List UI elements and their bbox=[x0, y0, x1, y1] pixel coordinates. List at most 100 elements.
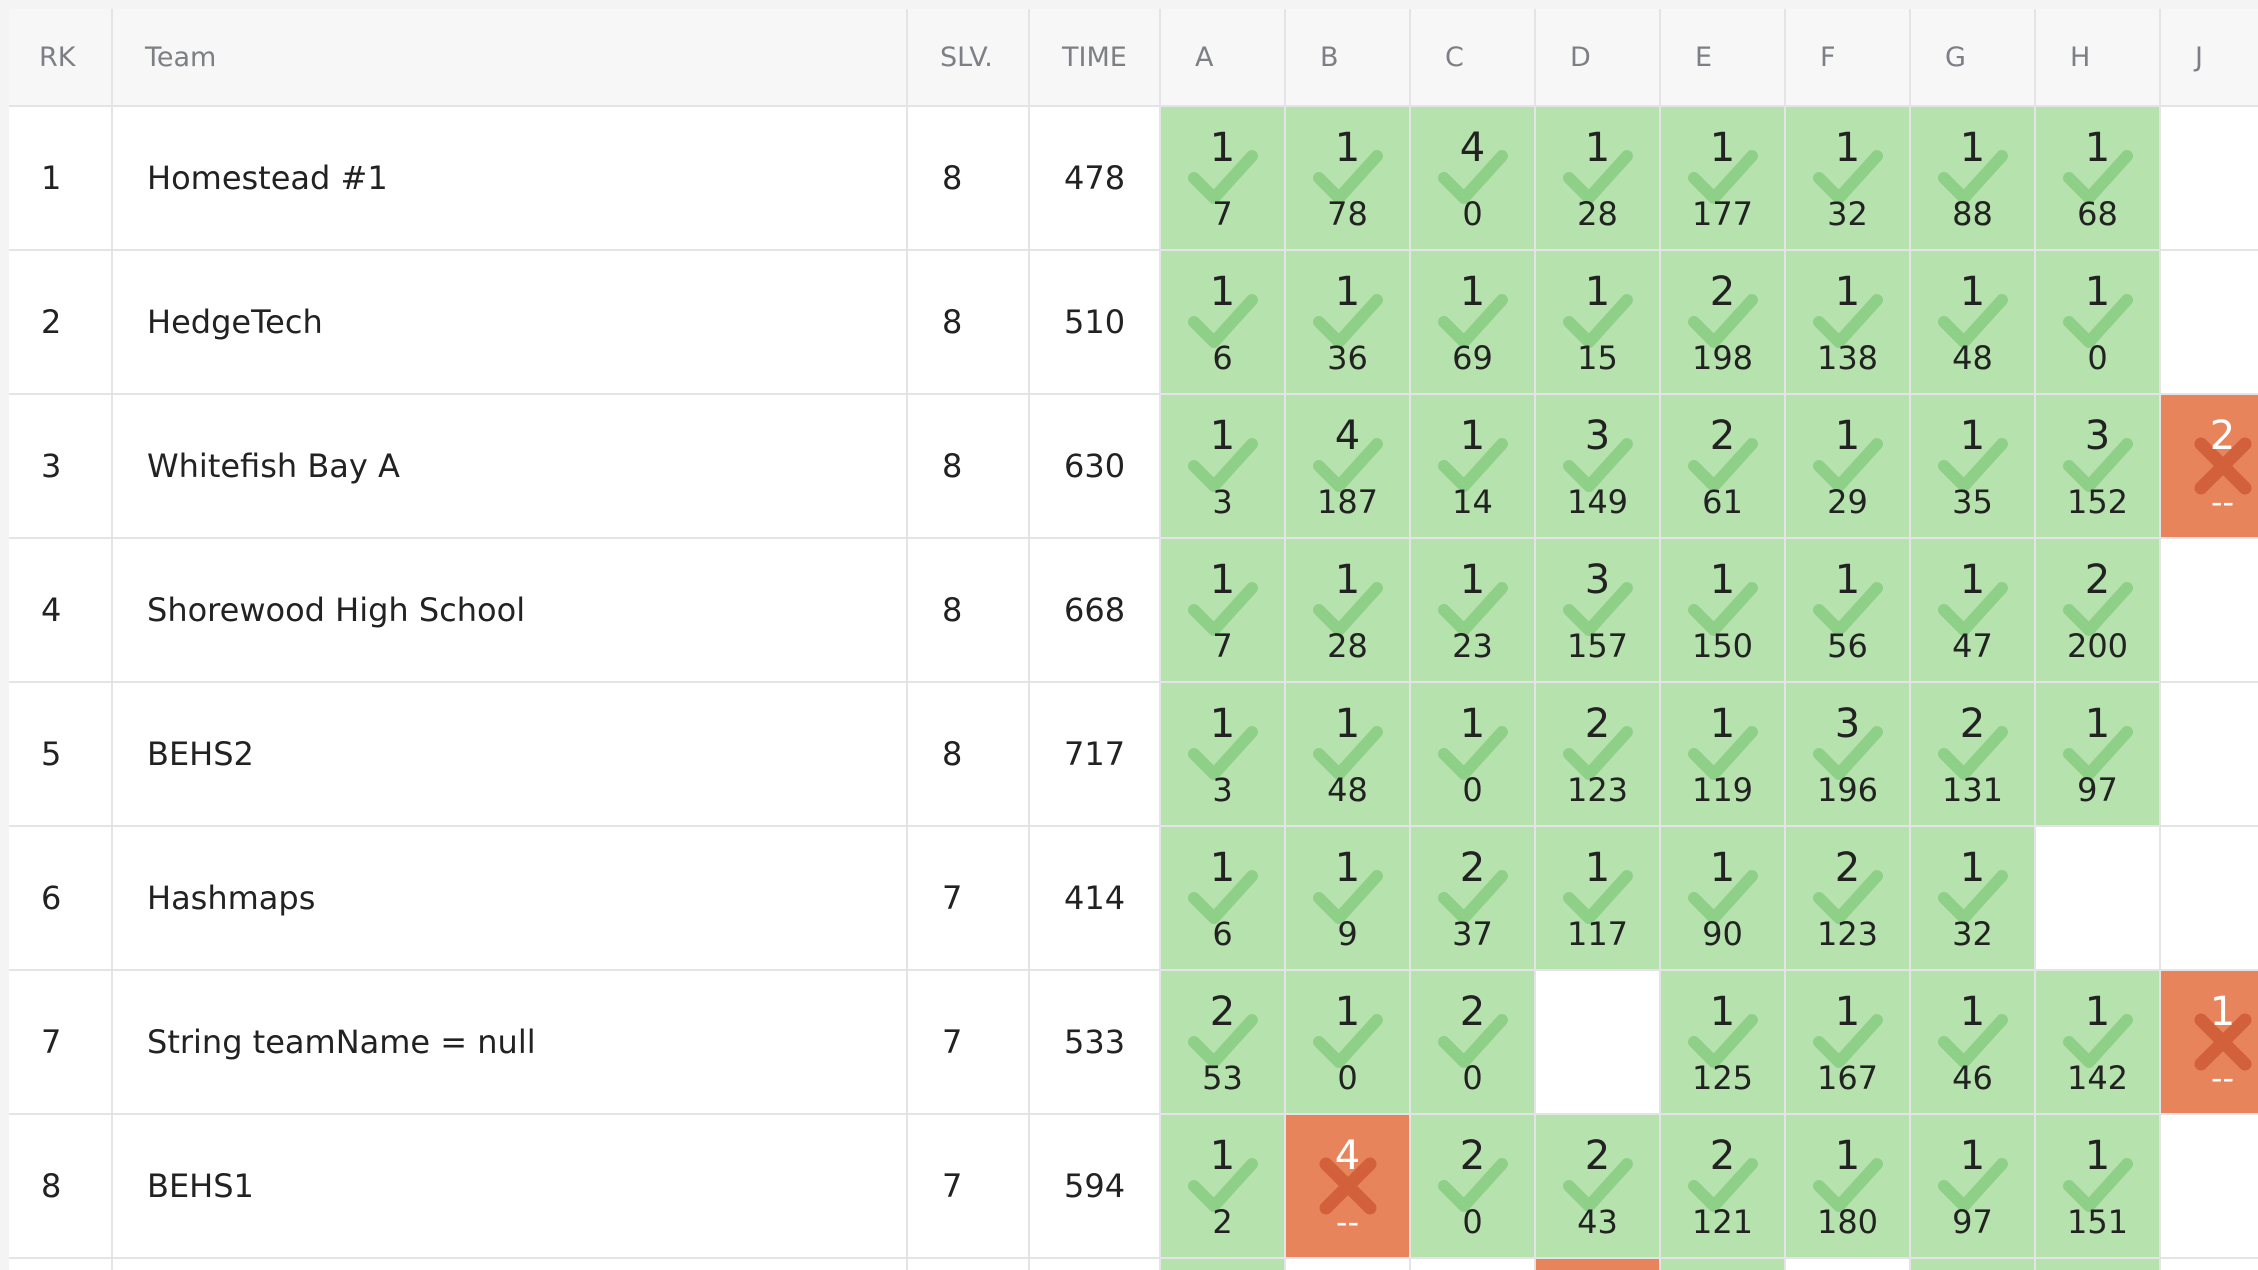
check-icon bbox=[1187, 582, 1258, 636]
time: 151 bbox=[2066, 1203, 2129, 1241]
check-icon bbox=[1437, 294, 1508, 348]
attempts: 1 bbox=[1834, 989, 1861, 1035]
cell-time-text: 478 bbox=[1064, 159, 1126, 197]
attempts: 2 bbox=[1584, 1133, 1611, 1179]
attempts: 4 bbox=[1459, 125, 1486, 171]
attempts: 1 bbox=[1459, 557, 1486, 603]
cell-team-text: BEHS2 bbox=[147, 735, 254, 773]
time: 0 bbox=[1462, 1203, 1483, 1241]
check-icon bbox=[1687, 870, 1758, 924]
attempts: 1 bbox=[1584, 269, 1611, 315]
attempts: 1 bbox=[1959, 845, 1986, 891]
problem-solved: 1 97 bbox=[2036, 683, 2161, 827]
check-icon bbox=[1312, 150, 1383, 204]
check-icon bbox=[1562, 438, 1633, 492]
check-icon bbox=[1812, 1158, 1883, 1212]
attempts: 1 bbox=[2084, 125, 2111, 171]
time: 69 bbox=[1452, 339, 1493, 377]
time: 78 bbox=[1327, 195, 1368, 233]
cell-rank-text: 6 bbox=[41, 879, 62, 917]
cell-team: Homestead #1 bbox=[113, 107, 908, 251]
check-icon bbox=[1562, 294, 1633, 348]
check-icon bbox=[1937, 294, 2008, 348]
cell-solved-text: 8 bbox=[942, 735, 963, 773]
check-icon bbox=[1437, 582, 1508, 636]
time: 32 bbox=[1827, 195, 1868, 233]
attempts: 1 bbox=[1459, 269, 1486, 315]
cell-team-text: Whitefish Bay A bbox=[147, 447, 400, 485]
cell-rank-text: 1 bbox=[41, 159, 62, 197]
check-icon bbox=[1937, 582, 2008, 636]
cell-rank-text: 5 bbox=[41, 735, 62, 773]
attempts: 1 bbox=[2084, 701, 2111, 747]
header-cell: TIME bbox=[1030, 9, 1161, 107]
time: 37 bbox=[1452, 915, 1493, 953]
check-icon bbox=[1437, 870, 1508, 924]
check-icon bbox=[1812, 870, 1883, 924]
problem-partial bbox=[2161, 1259, 2258, 1270]
cell-partial bbox=[113, 1259, 908, 1270]
time: 29 bbox=[1827, 483, 1868, 521]
time: 0 bbox=[1462, 1059, 1483, 1097]
attempts: 4 bbox=[1334, 1133, 1361, 1179]
problem-solved: 4 187 bbox=[1286, 395, 1411, 539]
problem-solved: 1 36 bbox=[1286, 251, 1411, 395]
problem-empty bbox=[2161, 683, 2258, 827]
attempts: 1 bbox=[2209, 989, 2236, 1035]
time: 3 bbox=[1212, 483, 1233, 521]
time: 14 bbox=[1452, 483, 1493, 521]
problem-partial bbox=[1411, 1259, 1536, 1270]
cell-rank-text: 7 bbox=[41, 1023, 62, 1061]
time: 198 bbox=[1691, 339, 1754, 377]
problem-header-text: F bbox=[1820, 41, 1836, 73]
cell-solved: 8 bbox=[908, 251, 1030, 395]
cell-rank: 5 bbox=[9, 683, 113, 827]
time: 125 bbox=[1691, 1059, 1754, 1097]
problem-solved: 1 180 bbox=[1786, 1115, 1911, 1259]
cell-team-text: Shorewood High School bbox=[147, 591, 526, 629]
problem-header: F bbox=[1786, 9, 1911, 107]
time: 123 bbox=[1566, 771, 1629, 809]
check-icon bbox=[1687, 438, 1758, 492]
problem-solved: 1 46 bbox=[1911, 971, 2036, 1115]
time: 7 bbox=[1212, 195, 1233, 233]
problem-partial bbox=[1286, 1259, 1411, 1270]
cell-rank-text: 8 bbox=[41, 1167, 62, 1205]
attempts: 1 bbox=[1209, 557, 1236, 603]
check-icon bbox=[1187, 150, 1258, 204]
time: 97 bbox=[1952, 1203, 1993, 1241]
attempts: 3 bbox=[1584, 557, 1611, 603]
problem-solved: 1 68 bbox=[2036, 107, 2161, 251]
header-cell: SLV. bbox=[908, 9, 1030, 107]
cell-time-text: 630 bbox=[1064, 447, 1126, 485]
problem-empty bbox=[1536, 971, 1661, 1115]
problem-solved: 1 48 bbox=[1286, 683, 1411, 827]
attempts: 1 bbox=[1209, 1133, 1236, 1179]
cell-time: 717 bbox=[1030, 683, 1161, 827]
time: 3 bbox=[1212, 771, 1233, 809]
time: 47 bbox=[1952, 627, 1993, 665]
attempts: 1 bbox=[1959, 269, 1986, 315]
cross-icon bbox=[2194, 1013, 2251, 1071]
attempts: 2 bbox=[2084, 557, 2111, 603]
attempts: 1 bbox=[1709, 125, 1736, 171]
problem-solved: 1 142 bbox=[2036, 971, 2161, 1115]
cell-solved-text: 7 bbox=[942, 879, 963, 917]
time: -- bbox=[2210, 483, 2235, 521]
time: 0 bbox=[2087, 339, 2108, 377]
problem-solved: 1 47 bbox=[1911, 539, 2036, 683]
check-icon bbox=[1937, 726, 2008, 780]
cell-solved: 7 bbox=[908, 827, 1030, 971]
cell-time-text: 510 bbox=[1064, 303, 1126, 341]
problem-header: C bbox=[1411, 9, 1536, 107]
cell-solved: 7 bbox=[908, 971, 1030, 1115]
check-icon bbox=[2062, 294, 2133, 348]
header-cell-text: SLV. bbox=[940, 41, 993, 73]
cell-time-text: 414 bbox=[1064, 879, 1126, 917]
cell-solved-text: 7 bbox=[942, 1023, 963, 1061]
